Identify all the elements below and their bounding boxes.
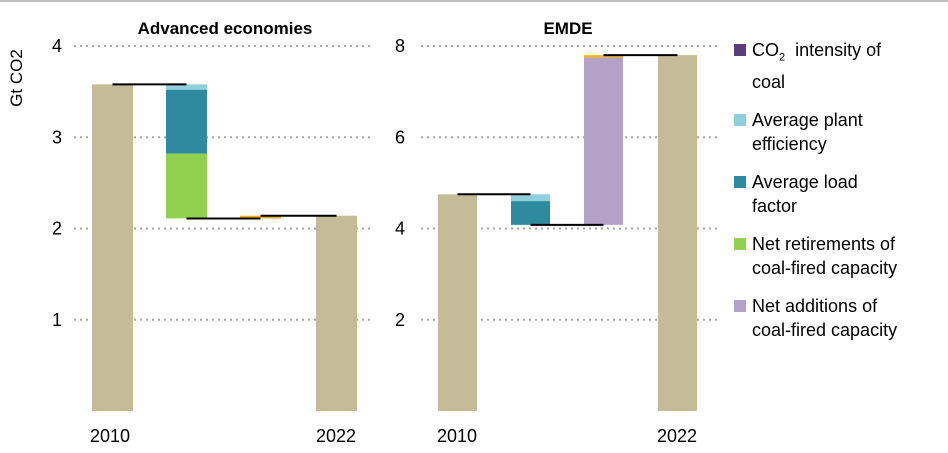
y-tick-label: 8 xyxy=(395,36,405,56)
y-tick-label: 4 xyxy=(52,36,62,56)
legend-item-net-additions: Net additions of coal-fired capacity xyxy=(734,294,944,342)
x-tick-label: 2022 xyxy=(316,426,356,446)
bar-segment-net-additions-of-coal-fired-capacity xyxy=(584,57,623,225)
legend-co2-text: CO xyxy=(752,40,779,60)
legend-swatch-load-factor xyxy=(734,175,746,188)
panel-title: EMDE xyxy=(543,19,592,38)
legend-co2-subscript: 2 xyxy=(779,51,786,64)
legend-label-net-retirements-line1: Net retirements of xyxy=(752,233,896,254)
legend-label-load-factor-line2: factor xyxy=(752,195,798,216)
legend-label-plant-efficiency-line1: Average plant xyxy=(752,109,863,130)
bar-segment-net-retirements-of-coal-fired-capacity xyxy=(166,153,207,219)
bar-segment-average-plant-efficiency xyxy=(511,194,550,202)
y-tick-label: 3 xyxy=(52,127,62,147)
legend-swatch-plant-efficiency xyxy=(734,113,746,126)
legend-item-net-retirements: Net retirements of coal-fired capacity xyxy=(734,232,944,280)
y-tick-label: 4 xyxy=(395,219,405,239)
bar-total-2022 xyxy=(316,215,357,411)
panel-title: Advanced economies xyxy=(138,19,313,38)
bar-segment-co2-intensity-of-coal xyxy=(584,55,623,58)
legend-label-plant-efficiency-line2: efficiency xyxy=(752,133,827,154)
legend-item-plant-efficiency: Average plant efficiency xyxy=(734,108,944,156)
bar-total-2010 xyxy=(92,84,133,411)
bar-total-2022 xyxy=(658,55,697,411)
legend-label-net-retirements-line2: coal-fired capacity xyxy=(752,257,898,278)
y-tick-label: 2 xyxy=(52,219,62,239)
legend: CO2 intensity of coal Average plant effi… xyxy=(734,38,944,356)
legend-swatch-co2-intensity xyxy=(734,44,746,56)
legend-label-load-factor-line1: Average load xyxy=(752,171,858,192)
y-tick-label: 6 xyxy=(395,127,405,147)
bar-segment-net-additions-of-coal-fired-capacity xyxy=(240,215,281,219)
legend-item-load-factor: Average load factor xyxy=(734,170,944,218)
legend-label-co2-prefix: CO2 intensity of xyxy=(752,40,882,64)
legend-label-co2-line1: intensity of xyxy=(795,40,882,60)
legend-label-net-additions-line1: Net additions of xyxy=(752,295,878,316)
x-tick-label: 2022 xyxy=(657,426,697,446)
y-axis-label: Gt CO2 xyxy=(7,49,26,107)
y-tick-label: 2 xyxy=(395,310,405,330)
chart-panel-1: Advanced economies 1 2 3 4 Gt CO2 2010 2022 xyxy=(7,19,372,446)
x-tick-label: 2010 xyxy=(90,426,130,446)
legend-swatch-net-additions xyxy=(734,299,746,312)
legend-label-co2-line2: coal xyxy=(752,71,786,92)
bar-segment-average-plant-efficiency xyxy=(166,84,207,90)
bar-segment-average-load-factor xyxy=(166,89,207,154)
bar-total-2010 xyxy=(438,194,477,411)
y-tick-label: 1 xyxy=(52,310,62,330)
legend-item-co2-intensity: CO2 intensity of coal xyxy=(734,38,944,94)
chart-panel-2: EMDE 2 4 6 8 2010 2022 xyxy=(395,19,718,446)
legend-swatch-net-retirements xyxy=(734,237,746,250)
x-tick-label: 2010 xyxy=(437,426,477,446)
legend-label-net-additions-line2: coal-fired capacity xyxy=(752,319,898,340)
bar-segment-average-load-factor xyxy=(511,201,550,225)
